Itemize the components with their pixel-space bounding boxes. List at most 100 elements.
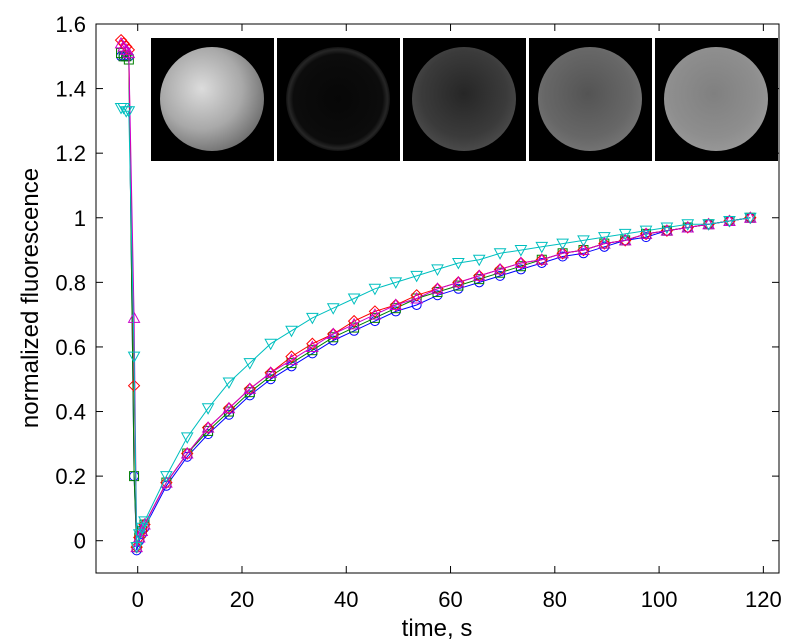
series-4-point (201, 421, 215, 433)
series-3-point (660, 224, 674, 237)
y-axis-ticks: 0 0.2 0.4 0.6 0.8 1 1.2 1.4 1.6 (55, 12, 779, 554)
y-tick-label: 0.2 (55, 464, 86, 489)
series-4-point (493, 262, 507, 275)
series-4-point (577, 243, 590, 256)
series-5-point (514, 245, 528, 257)
series-4-point (535, 253, 549, 265)
series-3-point (243, 382, 257, 396)
series-3-point (127, 379, 141, 392)
series-3-point (347, 314, 361, 328)
series-5-point (130, 542, 144, 554)
series-4-point (681, 220, 695, 233)
inset-cell-5 (664, 47, 768, 151)
series-5-point (201, 403, 215, 415)
series-3-point (285, 350, 298, 363)
series-5-point (138, 516, 151, 528)
series-4-point (452, 275, 465, 288)
series-4-point (410, 291, 423, 304)
inset-cell-2 (286, 47, 390, 151)
series-5-point (702, 219, 715, 231)
data-series-layer (114, 33, 757, 556)
series-5-point (681, 219, 695, 231)
series-5-point (410, 270, 423, 283)
series-2-point (129, 471, 140, 482)
series-3-point (639, 227, 653, 241)
x-tick-label: 100 (641, 587, 678, 612)
series-4 (114, 36, 757, 553)
series-5-point (472, 254, 486, 267)
series-3-point (181, 447, 194, 460)
series-3-point (577, 243, 590, 257)
series-5-point (660, 222, 674, 234)
x-tick-label: 20 (230, 587, 254, 612)
series-5-point (389, 277, 403, 289)
series-5-point (597, 232, 611, 244)
series-5-point (743, 212, 757, 225)
x-tick-label: 80 (543, 587, 567, 612)
x-tick-label: 0 (132, 587, 144, 612)
x-axis-title: time, s (402, 615, 473, 640)
series-3-point (306, 337, 319, 350)
series-5-point (127, 351, 141, 364)
series-3-point (452, 276, 465, 289)
series-5 (114, 102, 757, 554)
series-3-point (618, 234, 632, 247)
series-5-point (556, 238, 569, 251)
y-tick-label: 1.2 (55, 141, 86, 166)
series-3-point (493, 263, 507, 276)
series-3-point (431, 282, 444, 296)
series-5-point (285, 325, 298, 338)
series-4-point (389, 298, 403, 310)
series-4-point (431, 282, 444, 294)
series-4-point (618, 233, 632, 246)
series-5-line (121, 107, 751, 548)
series-3-point (389, 298, 402, 312)
series-5-point (132, 529, 146, 541)
y-tick-label: 0 (74, 529, 86, 554)
inset-cell-4 (538, 47, 642, 151)
series-4-point (368, 308, 382, 320)
series-5-point (180, 432, 194, 444)
series-5-point (431, 264, 444, 276)
series-4-point (285, 353, 298, 365)
series-5-point (222, 377, 236, 390)
series-3-point (681, 221, 694, 234)
series-5-point (535, 241, 549, 254)
series-4-point (127, 311, 141, 323)
series-3-point (556, 247, 569, 260)
plot-area-frame (95, 23, 780, 574)
series-4-point (639, 227, 653, 239)
series-3-point (598, 237, 611, 250)
series-3-point (535, 253, 548, 266)
series-5-point (117, 102, 130, 115)
x-tick-label: 120 (745, 587, 782, 612)
series-5-point (160, 471, 173, 483)
series-4-point (243, 382, 257, 394)
inset-cell-3 (412, 47, 516, 151)
series-4-point (122, 46, 136, 59)
series-5-point (243, 358, 257, 370)
series-5-point (347, 293, 361, 306)
series-3-point (744, 211, 757, 224)
y-tick-label: 1.4 (55, 77, 86, 102)
series-4-point (660, 224, 674, 236)
y-axis-title: normalized fluorescence (17, 168, 44, 428)
x-tick-label: 60 (438, 587, 462, 612)
series-4-point (597, 237, 611, 249)
series-4-point (326, 327, 340, 340)
series-3-point (160, 476, 173, 489)
series-5-point (639, 225, 653, 238)
series-3-point (201, 421, 215, 434)
series-4-point (514, 256, 528, 268)
series-5-point (135, 522, 149, 535)
series-5-point (306, 312, 319, 325)
series-4-point (306, 340, 319, 352)
series-5-point (452, 257, 465, 270)
inset-image-strip (151, 38, 778, 161)
inset-cell-1 (160, 47, 264, 151)
x-tick-label: 40 (334, 587, 358, 612)
series-4-point (114, 36, 128, 49)
series-4-point (264, 366, 278, 378)
series-5-point (122, 106, 136, 118)
